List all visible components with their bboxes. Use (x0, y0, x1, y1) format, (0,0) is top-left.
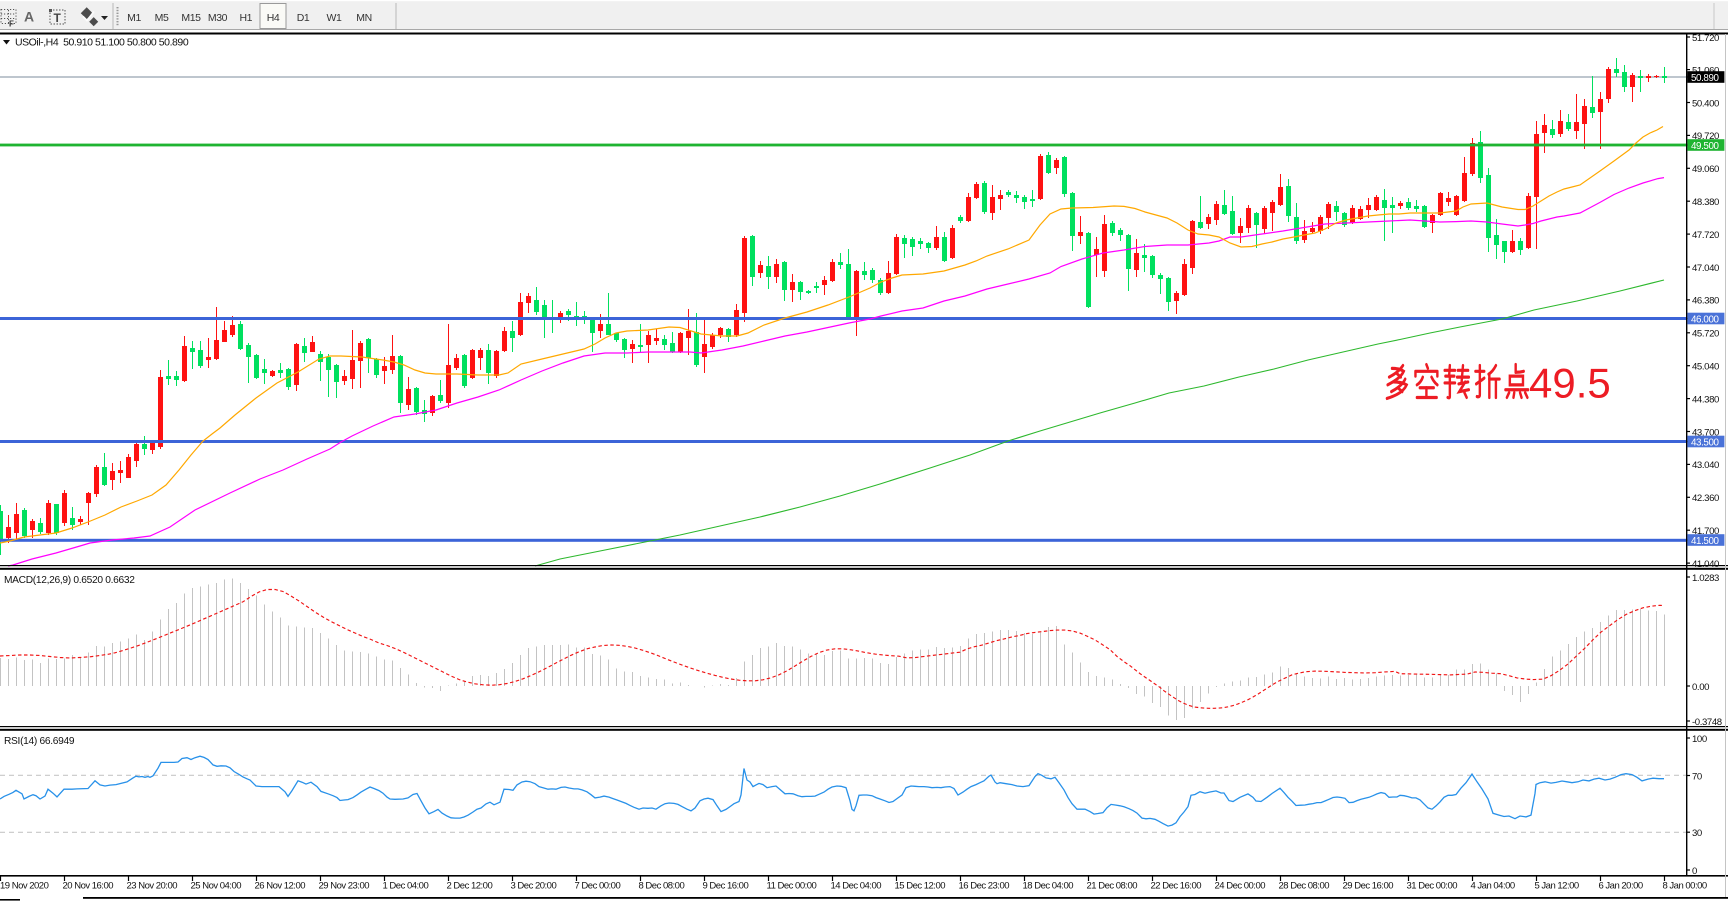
svg-text:43.700: 43.700 (1692, 427, 1719, 438)
svg-text:22 Dec 16:00: 22 Dec 16:00 (1151, 881, 1202, 892)
svg-text:29 Nov 23:00: 29 Nov 23:00 (319, 881, 370, 892)
svg-text:1.0283: 1.0283 (1692, 573, 1719, 584)
svg-text:28 Dec 08:00: 28 Dec 08:00 (1279, 881, 1330, 892)
svg-text:30: 30 (1692, 828, 1702, 839)
svg-text:26 Nov 12:00: 26 Nov 12:00 (255, 881, 306, 892)
svg-text:41.700: 41.700 (1692, 526, 1719, 537)
svg-text:M1: M1 (127, 12, 141, 24)
svg-text:51.720: 51.720 (1692, 33, 1719, 44)
svg-text:M30: M30 (208, 12, 228, 24)
svg-text:7 Dec 00:00: 7 Dec 00:00 (575, 881, 621, 892)
svg-text:51.060: 51.060 (1692, 65, 1719, 76)
svg-text:0: 0 (1692, 866, 1697, 877)
svg-text:50.890: 50.890 (1691, 73, 1720, 84)
svg-text:MACD(12,26,9) 0.6520 0.6632: MACD(12,26,9) 0.6520 0.6632 (4, 575, 135, 586)
svg-text:20 Nov 16:00: 20 Nov 16:00 (63, 881, 114, 892)
svg-text:44.380: 44.380 (1692, 394, 1719, 405)
svg-text:8 Dec 08:00: 8 Dec 08:00 (639, 881, 685, 892)
svg-text:USOil-,H4 50.910 51.100 50.80: USOil-,H4 50.910 51.100 50.800 50.890 (15, 37, 189, 49)
svg-text:F: F (9, 20, 14, 29)
svg-text:9 Dec 16:00: 9 Dec 16:00 (703, 881, 749, 892)
svg-text:24 Dec 00:00: 24 Dec 00:00 (1215, 881, 1266, 892)
svg-text:47.040: 47.040 (1692, 263, 1719, 274)
svg-text:49.500: 49.500 (1691, 141, 1720, 152)
svg-text:8 Jan 00:00: 8 Jan 00:00 (1663, 881, 1707, 892)
svg-text:45.720: 45.720 (1692, 329, 1719, 340)
svg-text:16 Dec 23:00: 16 Dec 23:00 (959, 881, 1010, 892)
svg-text:M15: M15 (181, 12, 201, 24)
svg-text:5 Jan 12:00: 5 Jan 12:00 (1535, 881, 1579, 892)
svg-text:42.360: 42.360 (1692, 493, 1719, 504)
svg-text:46.380: 46.380 (1692, 296, 1719, 307)
svg-text:RSI(14) 66.6949: RSI(14) 66.6949 (4, 736, 75, 747)
svg-text:1 Dec 04:00: 1 Dec 04:00 (383, 881, 429, 892)
svg-text:46.000: 46.000 (1691, 314, 1720, 325)
svg-text:45.040: 45.040 (1692, 362, 1719, 373)
svg-text:2 Dec 12:00: 2 Dec 12:00 (447, 881, 493, 892)
svg-text:15 Dec 12:00: 15 Dec 12:00 (895, 881, 946, 892)
svg-text:M5: M5 (155, 12, 169, 24)
svg-text:48.380: 48.380 (1692, 197, 1719, 208)
svg-text:49.720: 49.720 (1692, 131, 1719, 142)
svg-text:0.00: 0.00 (1692, 682, 1709, 693)
svg-text:-0.3748: -0.3748 (1692, 717, 1722, 728)
svg-text:23 Nov 20:00: 23 Nov 20:00 (127, 881, 178, 892)
svg-text:31 Dec 00:00: 31 Dec 00:00 (1407, 881, 1458, 892)
svg-text:H4: H4 (267, 12, 280, 24)
svg-text:47.720: 47.720 (1692, 230, 1719, 241)
svg-text:43.040: 43.040 (1692, 460, 1719, 471)
svg-text:49.060: 49.060 (1692, 164, 1719, 175)
svg-text:29 Dec 16:00: 29 Dec 16:00 (1343, 881, 1394, 892)
svg-text:H1: H1 (239, 12, 252, 24)
svg-text:50.400: 50.400 (1692, 98, 1719, 109)
svg-text:3 Dec 20:00: 3 Dec 20:00 (511, 881, 557, 892)
svg-text:49.5: 49.5 (1529, 360, 1611, 407)
svg-text:4 Jan 04:00: 4 Jan 04:00 (1471, 881, 1515, 892)
svg-text:18 Dec 04:00: 18 Dec 04:00 (1023, 881, 1074, 892)
svg-text:25 Nov 04:00: 25 Nov 04:00 (191, 881, 242, 892)
svg-text:41.500: 41.500 (1691, 536, 1720, 547)
svg-text:14 Dec 04:00: 14 Dec 04:00 (831, 881, 882, 892)
svg-text:41.040: 41.040 (1692, 559, 1719, 570)
svg-text:19 Nov 2020: 19 Nov 2020 (0, 881, 49, 892)
svg-text:D1: D1 (297, 12, 310, 24)
svg-text:A: A (24, 9, 34, 25)
svg-text:21 Dec 08:00: 21 Dec 08:00 (1087, 881, 1138, 892)
svg-text:100: 100 (1692, 734, 1707, 745)
svg-text:MN: MN (356, 12, 372, 24)
svg-text:T: T (54, 11, 62, 25)
svg-text:6 Jan 20:00: 6 Jan 20:00 (1599, 881, 1643, 892)
svg-text:W1: W1 (327, 12, 343, 24)
svg-text:43.500: 43.500 (1691, 437, 1720, 448)
svg-text:11 Dec 00:00: 11 Dec 00:00 (767, 881, 817, 892)
svg-text:70: 70 (1692, 771, 1702, 782)
